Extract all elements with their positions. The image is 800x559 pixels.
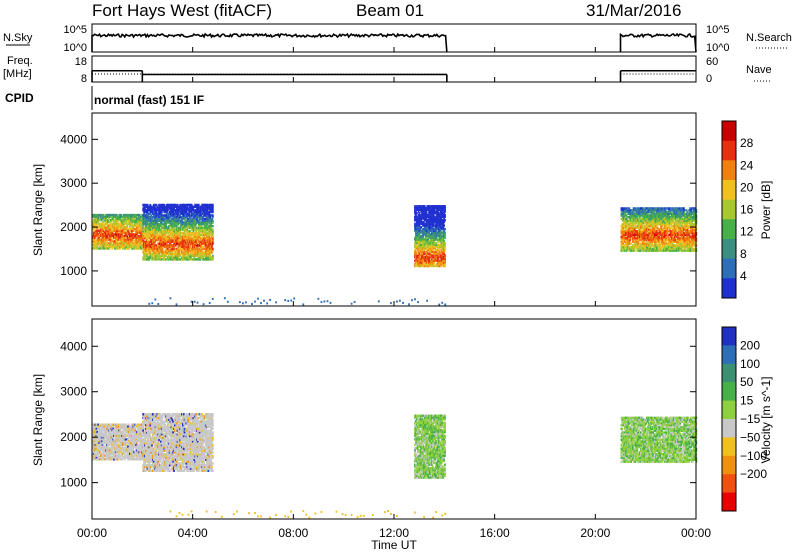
cell	[419, 212, 421, 214]
cell	[414, 223, 416, 225]
freq-left-tick-top: 18	[75, 56, 87, 68]
cell	[212, 248, 214, 250]
cell	[416, 212, 418, 214]
noise-panel: N.Sky 10^5 10^0 10^5 10^0 N.Search	[3, 24, 792, 54]
noise-right-tick-bottom: 10^0	[706, 42, 730, 54]
freq-right-tick-bottom: 0	[706, 73, 712, 85]
cell	[108, 224, 110, 226]
cell	[100, 214, 102, 216]
cpid-row: CPID normal (fast) 151 IF	[5, 86, 204, 110]
cell	[444, 242, 446, 244]
cell	[164, 204, 166, 206]
cpid-text: normal (fast) 151 IF	[94, 93, 204, 107]
noise-right-tick-top: 10^5	[706, 24, 730, 36]
date-title: 31/Mar/2016	[586, 1, 681, 20]
cell	[420, 226, 422, 228]
cell	[212, 214, 214, 216]
cell	[196, 232, 198, 234]
cell	[212, 225, 214, 227]
cell	[179, 258, 181, 260]
cell	[162, 204, 164, 206]
cell	[439, 251, 441, 253]
cell	[444, 228, 446, 230]
cell	[151, 206, 153, 208]
cell	[200, 234, 202, 236]
cell	[212, 204, 214, 206]
nsky-label: N.Sky	[3, 32, 33, 44]
cell	[659, 242, 661, 244]
cell	[444, 205, 446, 207]
cell	[630, 242, 632, 244]
cell	[443, 224, 445, 226]
nsearch-label: N.Search	[746, 32, 792, 44]
station-title: Fort Hays West (fitACF)	[92, 1, 272, 20]
cell	[161, 258, 163, 260]
cell	[187, 230, 189, 232]
freq-right-tick-top: 60	[706, 56, 718, 68]
cell	[444, 219, 446, 221]
cell	[434, 265, 436, 267]
cell	[156, 244, 158, 246]
cell	[147, 204, 149, 206]
noise-left-tick-bottom: 10^0	[63, 42, 87, 54]
cell	[98, 235, 100, 237]
freq-label-bottom: [MHz]	[3, 68, 32, 80]
noise-left-tick-top: 10^5	[63, 24, 87, 36]
cell	[196, 258, 198, 260]
noise-segment-1	[621, 34, 697, 52]
cpid-label: CPID	[5, 91, 34, 105]
nave-label: Nave	[746, 64, 772, 76]
cell	[420, 244, 422, 246]
cell	[630, 246, 632, 248]
cell	[662, 207, 664, 209]
freq-label-top: Freq.	[7, 55, 33, 67]
power-data	[92, 204, 697, 306]
beam-title: Beam 01	[356, 1, 424, 20]
cell	[444, 231, 446, 233]
cell	[185, 234, 187, 236]
cell	[444, 214, 446, 216]
cell	[212, 255, 214, 257]
frequency-panel: Freq. [MHz] 18 8 60 0 Nave	[3, 55, 772, 85]
cell	[667, 230, 669, 232]
cell	[168, 204, 170, 206]
cell	[212, 220, 214, 222]
cell	[212, 228, 214, 230]
cell	[198, 204, 200, 206]
cell	[627, 220, 629, 222]
cell	[444, 254, 446, 256]
freq-left-tick-bottom: 8	[81, 73, 87, 85]
